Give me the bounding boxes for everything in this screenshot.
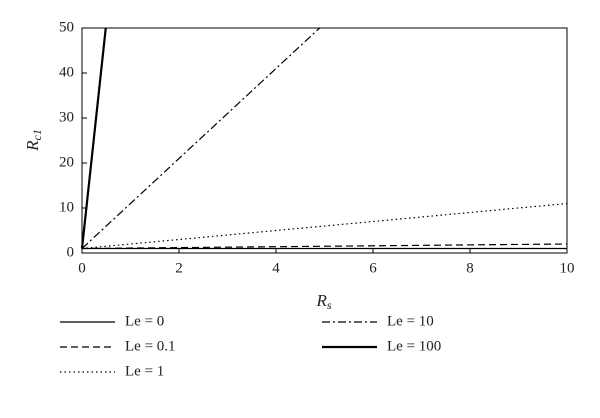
series-line	[81, 243, 568, 250]
x-tick-label: 8	[466, 260, 474, 276]
plot-frame	[81, 27, 568, 254]
y-axis-label: Rc1	[23, 129, 44, 152]
legend-label: Le = 100	[387, 338, 441, 354]
legend-label: Le = 1	[125, 363, 164, 379]
x-tick-label: 6	[369, 260, 377, 276]
y-tick-label: 0	[67, 244, 75, 260]
x-axis-label: Rs	[315, 291, 331, 312]
x-label-main: R	[315, 291, 327, 310]
legend-label: Le = 0.1	[125, 338, 176, 354]
series-line	[81, 27, 321, 249]
y-tick-label: 40	[59, 64, 74, 80]
y-label-sub: c1	[30, 129, 44, 140]
y-tick-label: 20	[59, 154, 74, 170]
x-tick-label: 0	[78, 260, 86, 276]
x-label-sub: s	[327, 298, 332, 312]
series-line	[80, 27, 107, 249]
x-tick-label: 4	[272, 260, 280, 276]
x-tick-label: 10	[560, 260, 575, 276]
y-label-main: R	[23, 140, 42, 152]
series-line	[81, 202, 568, 250]
legend-label: Le = 0	[125, 313, 164, 329]
y-tick-label: 10	[59, 199, 74, 215]
y-tick-label: 30	[59, 109, 74, 125]
x-tick-label: 2	[175, 260, 183, 276]
y-tick-label: 50	[59, 19, 74, 35]
legend-label: Le = 10	[387, 313, 434, 329]
